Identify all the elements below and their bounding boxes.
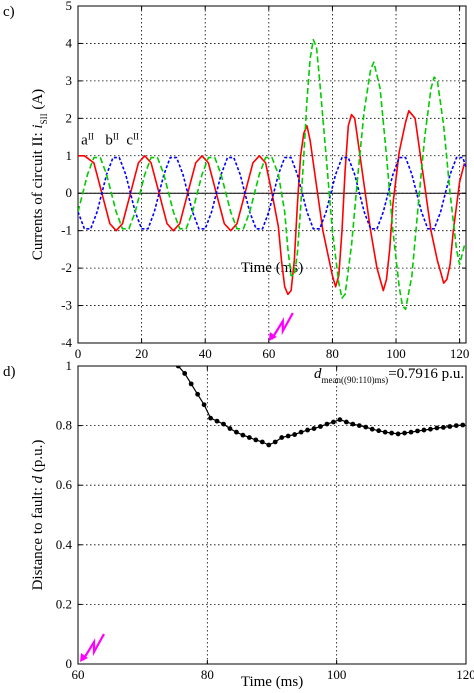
x-tick-label: 80 bbox=[326, 346, 339, 361]
y-tick-label: 1 bbox=[66, 148, 73, 163]
y-tick-label: 1 bbox=[66, 358, 73, 373]
data-point bbox=[395, 431, 401, 437]
plot-frame bbox=[77, 5, 467, 344]
data-point bbox=[292, 432, 298, 437]
data-point bbox=[305, 427, 310, 433]
panel-c: 0 20 40 60 80 100 120 -4 -3 -2 -1 0 1 2 3 4 5 Time (ms) Cu… bbox=[3, 0, 469, 361]
data-point bbox=[434, 425, 440, 431]
phase-label: aII bbox=[81, 132, 94, 149]
y-tick-label: -1 bbox=[61, 223, 72, 238]
data-point bbox=[214, 418, 220, 424]
x-axis-label: Time (ms) bbox=[241, 260, 303, 276]
data-point bbox=[376, 428, 382, 434]
y-axis-label: Currents of circuit II: iSII (A) bbox=[30, 89, 49, 260]
data-point bbox=[182, 371, 188, 376]
phase-label: cII bbox=[126, 132, 139, 149]
series-group bbox=[175, 366, 466, 448]
x-tick-label: 60 bbox=[262, 346, 275, 361]
data-point bbox=[175, 366, 181, 369]
y-tick-label: 0.4 bbox=[56, 537, 73, 552]
data-point bbox=[337, 417, 343, 423]
data-point bbox=[285, 433, 291, 439]
data-point bbox=[331, 419, 336, 425]
data-point bbox=[369, 426, 375, 432]
data-point bbox=[350, 421, 356, 427]
plot-frame bbox=[77, 365, 467, 665]
y-tick-label: 4 bbox=[66, 35, 73, 50]
data-point bbox=[447, 424, 453, 429]
data-point bbox=[440, 424, 446, 430]
series-line-2 bbox=[78, 38, 466, 311]
data-point bbox=[356, 423, 362, 428]
data-point bbox=[188, 381, 194, 387]
data-point bbox=[402, 430, 407, 436]
mean-annotation: dmean((90:110)ms)=0.7916 p.u. bbox=[314, 366, 464, 385]
data-point bbox=[201, 402, 207, 408]
y-tick-label: -3 bbox=[61, 298, 72, 313]
data-point bbox=[389, 430, 395, 436]
data-point bbox=[240, 432, 246, 438]
data-point bbox=[415, 428, 420, 434]
y-tick-label: 0 bbox=[66, 185, 73, 200]
data-point bbox=[298, 429, 304, 435]
x-tick-label: 100 bbox=[386, 346, 406, 361]
y-tick-label: -4 bbox=[61, 335, 72, 350]
x-tick-label: 40 bbox=[199, 346, 212, 361]
y-tick-label: 2 bbox=[66, 110, 73, 125]
y-tick-label: 3 bbox=[66, 73, 73, 88]
data-point bbox=[266, 442, 272, 448]
x-tick-label: 0 bbox=[75, 346, 82, 361]
x-tick-label: 100 bbox=[327, 667, 347, 682]
fault-bolt-icon bbox=[270, 312, 294, 340]
y-tick-label: 5 bbox=[66, 0, 73, 13]
data-point bbox=[343, 419, 349, 425]
panel-label: d) bbox=[3, 364, 16, 380]
y-axis-label: Distance to fault: d (p.u.) bbox=[30, 440, 46, 591]
y-tick-label: 0.8 bbox=[56, 418, 72, 433]
data-point bbox=[421, 427, 427, 433]
data-point bbox=[272, 439, 278, 445]
data-point bbox=[246, 435, 252, 440]
fault-arrowhead-icon bbox=[268, 332, 277, 341]
data-point bbox=[453, 423, 459, 428]
x-tick-label: 120 bbox=[450, 346, 470, 361]
x-tick-label: 20 bbox=[135, 346, 148, 361]
data-point bbox=[324, 421, 330, 427]
data-point bbox=[227, 426, 233, 431]
data-point bbox=[363, 424, 369, 430]
data-point bbox=[428, 426, 433, 432]
data-point bbox=[259, 439, 265, 445]
data-point bbox=[208, 415, 213, 421]
data-point bbox=[318, 424, 323, 429]
x-tick-label: 120 bbox=[456, 667, 474, 682]
data-point bbox=[221, 421, 226, 427]
data-point bbox=[279, 435, 285, 440]
series-group bbox=[78, 38, 466, 311]
panel-d: 60 80 100 120 0 0.2 0.4 0.6 0.8 1 Time (ms) Distanc… bbox=[3, 358, 474, 690]
data-point bbox=[234, 429, 239, 435]
fault-arrowhead-icon bbox=[80, 653, 88, 662]
data-point bbox=[195, 391, 201, 397]
y-tick-label: 0.6 bbox=[56, 477, 73, 492]
data-point bbox=[382, 429, 388, 435]
data-point bbox=[311, 426, 317, 431]
data-point bbox=[460, 422, 466, 428]
y-tick-label: 0 bbox=[66, 656, 73, 671]
x-axis-label: Time (ms) bbox=[241, 674, 303, 690]
data-point bbox=[408, 429, 414, 435]
series-line-1 bbox=[78, 156, 466, 230]
x-tick-label: 60 bbox=[72, 667, 85, 682]
x-tick-label: 80 bbox=[201, 667, 214, 682]
fault-bolt-icon bbox=[82, 633, 105, 661]
data-point bbox=[253, 437, 259, 443]
phase-label: bII bbox=[105, 132, 119, 149]
y-tick-label: 0.2 bbox=[56, 596, 72, 611]
panel-label: c) bbox=[3, 4, 15, 20]
series-line-0 bbox=[78, 110, 466, 296]
y-tick-label: -2 bbox=[61, 260, 72, 275]
